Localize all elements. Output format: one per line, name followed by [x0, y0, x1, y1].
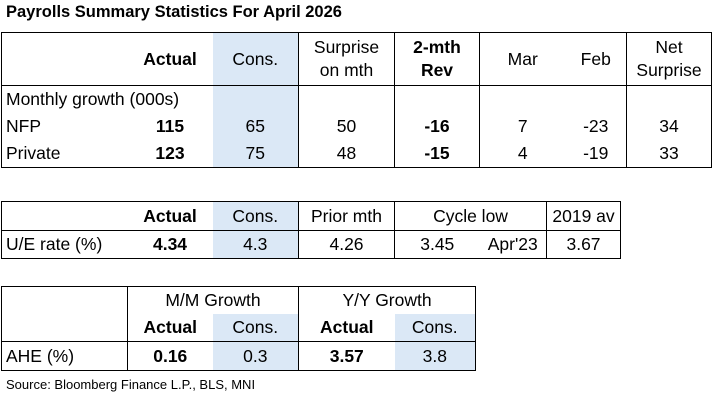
- row-label: AHE (%): [6, 345, 75, 366]
- cell-feb: -23: [583, 115, 609, 136]
- earnings-group-header-row: M/M Growth Y/Y Growth: [2, 286, 476, 314]
- cell-consensus: 65: [212, 112, 299, 140]
- header-2mth-rev: 2-mth Rev: [394, 32, 480, 86]
- section-label: Monthly growth (000s): [6, 88, 180, 109]
- cell-mar: 4: [479, 139, 566, 168]
- header-yy-growth: Y/Y Growth: [298, 286, 476, 314]
- cell-mar: 7: [479, 112, 566, 140]
- header-mm-growth: M/M Growth: [126, 286, 299, 314]
- section-blank: [566, 86, 627, 113]
- row-label: NFP: [6, 115, 41, 136]
- header-actual: Actual: [143, 205, 197, 226]
- cell-prior-month: 4.26: [298, 230, 395, 259]
- cell-2mth-rev: -15: [394, 139, 480, 168]
- cell-cycle-low-value: 3.45: [394, 230, 480, 259]
- earnings-header-row: Actual Cons. Actual Cons.: [1, 313, 476, 342]
- table-row: NFP 115 65 50 -16 7 -23 34: [2, 112, 712, 140]
- payrolls-header-row: Actual Cons. Surprise on mth 2-mth Rev M…: [2, 32, 712, 86]
- cell-mm-actual: 0.16: [127, 341, 213, 371]
- cell-yy-consensus: 3.8: [394, 341, 476, 371]
- header-cycle-low: Cycle low: [393, 201, 547, 231]
- header-actual: Actual: [143, 48, 197, 69]
- unemployment-table: Actual Cons. Prior mth Cycle low 2019 av…: [1, 201, 622, 259]
- earnings-table: M/M Growth Y/Y Growth Actual Cons. Actua…: [1, 286, 477, 371]
- cell-net-surprise: 33: [626, 139, 712, 168]
- header-mar: Mar: [479, 32, 566, 86]
- header-2019-average: 2019 av: [546, 201, 621, 231]
- cell-consensus: 4.3: [212, 230, 299, 259]
- header-net-line2: Surprise: [636, 60, 702, 80]
- cell-surprise: 50: [298, 112, 395, 140]
- header-consensus: Cons.: [212, 201, 299, 231]
- cell-cycle-low-date: Apr'23: [487, 234, 538, 254]
- table-row: AHE (%) 0.16 0.3 3.57 3.8: [2, 341, 476, 371]
- source-note: Source: Bloomberg Finance L.P., BLS, MNI: [6, 377, 256, 392]
- header-yy-actual: Actual: [298, 313, 395, 342]
- cell-actual: 115: [155, 115, 185, 136]
- header-surprise-line1: Surprise: [313, 37, 380, 57]
- cell-actual: 4.34: [152, 234, 188, 254]
- header-blank: [2, 287, 128, 314]
- page-title: Payrolls Summary Statistics For April 20…: [6, 3, 342, 21]
- section-blank: [298, 85, 395, 113]
- cell-2mth-rev: -16: [394, 112, 480, 140]
- row-label: Private: [6, 142, 61, 163]
- cell-actual: 123: [155, 142, 185, 163]
- cell-yy-actual: 3.57: [298, 341, 395, 371]
- header-rev-line2: Rev: [420, 60, 454, 80]
- header-mm-actual: Actual: [127, 313, 213, 342]
- header-blank: [2, 202, 128, 231]
- header-consensus: Cons.: [212, 32, 299, 86]
- cell-feb: -19: [583, 142, 609, 163]
- section-label-row: Monthly growth (000s): [1, 85, 712, 113]
- payrolls-table: Actual Cons. Surprise on mth 2-mth Rev M…: [1, 32, 712, 168]
- cell-consensus: 75: [212, 139, 299, 168]
- section-blank: [394, 85, 480, 113]
- header-yy-consensus: Cons.: [394, 313, 476, 342]
- section-cons-blank: [212, 85, 299, 113]
- table-row: Private 123 75 48 -15 4 -19 33: [2, 139, 712, 168]
- header-mm-consensus: Cons.: [212, 313, 299, 342]
- header-net-surprise: Net Surprise: [626, 32, 712, 86]
- cell-mm-consensus: 0.3: [212, 341, 299, 371]
- header-net-line1: Net: [655, 37, 683, 57]
- table-row: U/E rate (%) 4.34 4.3 4.26 3.45 Apr'23 3…: [2, 230, 621, 259]
- section-blank: [479, 85, 566, 113]
- header-blank: [2, 314, 128, 342]
- row-label: U/E rate (%): [6, 234, 103, 254]
- cell-surprise: 48: [298, 139, 395, 168]
- header-surprise-line2: on mth: [319, 60, 374, 80]
- cell-net-surprise: 34: [626, 112, 712, 140]
- header-prior-month: Prior mth: [298, 201, 395, 231]
- header-blank: [2, 33, 128, 86]
- header-surprise: Surprise on mth: [298, 32, 395, 86]
- header-feb: Feb: [580, 48, 611, 69]
- cell-2019-average: 3.67: [546, 230, 621, 259]
- header-rev-line1: 2-mth: [413, 37, 461, 57]
- unemployment-header-row: Actual Cons. Prior mth Cycle low 2019 av: [1, 201, 621, 231]
- section-blank: [626, 85, 712, 113]
